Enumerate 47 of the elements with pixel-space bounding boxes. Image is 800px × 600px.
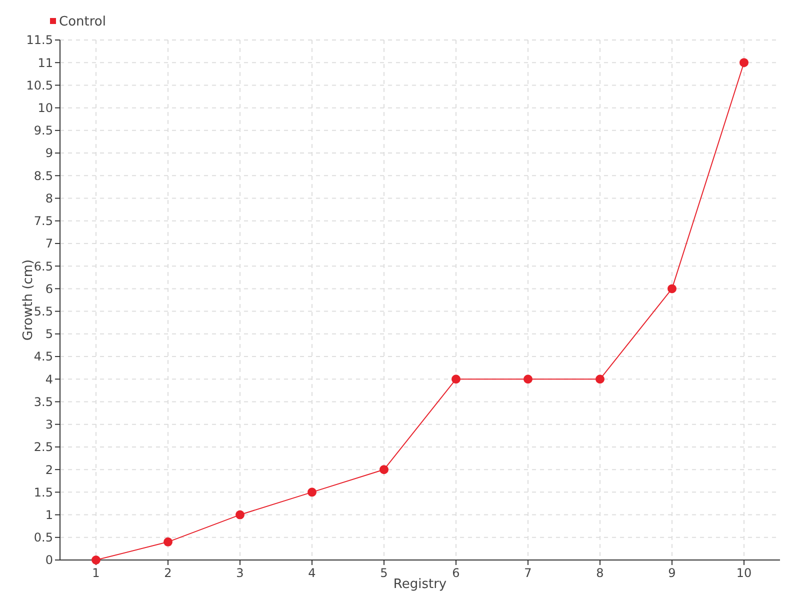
y-axis-title: Growth (cm) xyxy=(21,259,36,341)
y-tick-label: 11 xyxy=(38,56,53,70)
y-tick-label: 10 xyxy=(38,101,53,116)
x-tick-label: 9 xyxy=(668,566,676,580)
y-tick-label: 9 xyxy=(45,146,53,160)
point xyxy=(236,510,244,520)
y-tick-label: 8.5 xyxy=(34,168,53,183)
x-tick-label: 2 xyxy=(164,566,172,580)
x-tick-label: 4 xyxy=(308,566,316,580)
y-tick-label: 8 xyxy=(45,191,53,206)
y-tick-label: 3.5 xyxy=(34,394,53,409)
y-tick-label: 5.5 xyxy=(34,304,53,319)
point xyxy=(164,537,172,546)
point xyxy=(668,284,676,294)
x-tick-label: 5 xyxy=(380,566,388,580)
y-tick-label: 10.5 xyxy=(26,78,53,92)
y-tick-label: 2 xyxy=(45,462,53,477)
y-tick-label: 6.5 xyxy=(34,259,53,274)
point xyxy=(92,556,100,564)
y-tick-label: 2.5 xyxy=(34,440,53,454)
y-tick-label: 7.5 xyxy=(34,214,53,228)
y-tick-label: 4 xyxy=(45,372,53,386)
x-tick-label: 3 xyxy=(236,566,244,580)
point xyxy=(524,374,532,384)
y-tick-label: 11.5 xyxy=(26,33,53,48)
y-tick-label: 4.5 xyxy=(34,350,53,364)
point xyxy=(452,374,460,384)
y-tick-label: 1 xyxy=(45,508,53,522)
y-tick-label: 0.5 xyxy=(34,530,53,545)
x-tick-label: 6 xyxy=(452,566,460,580)
x-axis-title: Registry xyxy=(393,577,447,592)
y-tick-label: 5 xyxy=(45,327,53,342)
y-tick-label: 1.5 xyxy=(34,485,53,500)
x-tick-label: 7 xyxy=(524,566,532,580)
y-tick-label: 0 xyxy=(45,553,53,568)
y-tick-label: 6 xyxy=(45,282,53,296)
y-tick-label: 3 xyxy=(45,418,53,432)
point xyxy=(740,58,748,68)
point xyxy=(380,465,388,474)
x-tick-label: 8 xyxy=(596,566,604,580)
y-tick-label: 7 xyxy=(45,236,53,251)
x-tick-label: 1 xyxy=(92,566,100,580)
point xyxy=(596,374,604,384)
x-tick-label: 10 xyxy=(736,566,752,580)
legend-label: Control xyxy=(59,14,106,30)
y-tick-label: 9.5 xyxy=(34,124,53,138)
point xyxy=(308,488,316,497)
